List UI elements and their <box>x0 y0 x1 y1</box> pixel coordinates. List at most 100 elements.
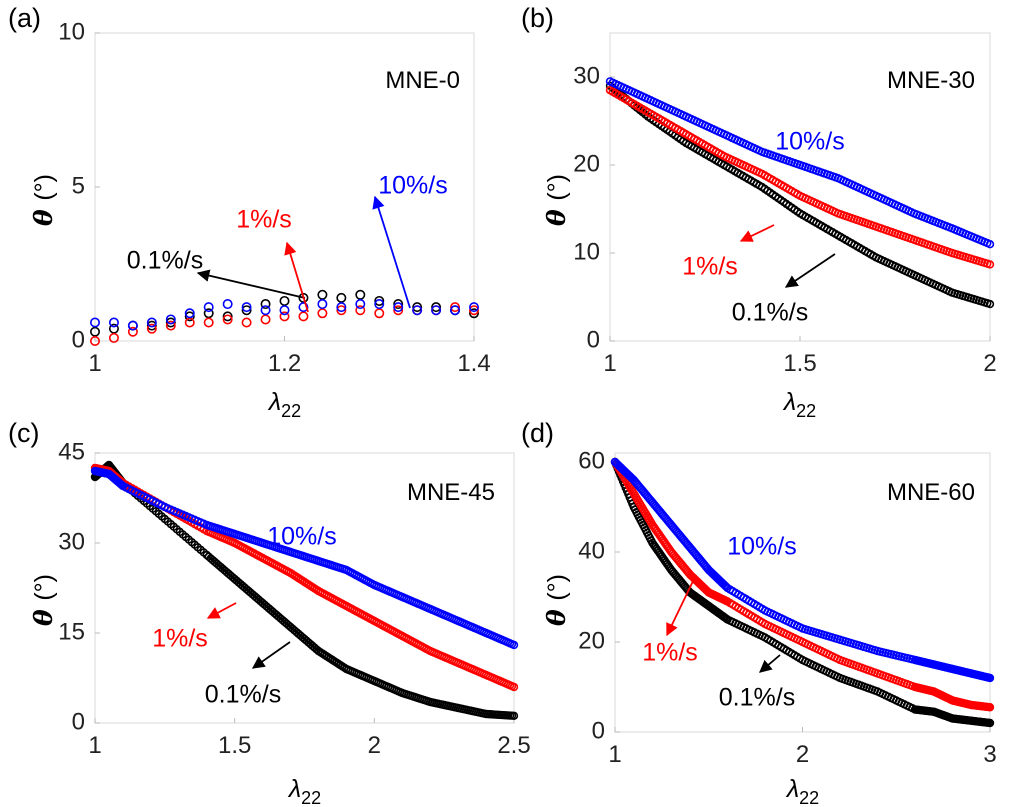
data-point <box>317 299 328 310</box>
y-axis-label: θ (°) <box>542 174 571 226</box>
y-tick-label: 0 <box>72 326 85 353</box>
panel-a: (a) 1 1.2 1.4 0 5 10 λ22 θ (°) MNE-0 0.1%/s 1%/s 10%… <box>8 3 491 421</box>
data-point <box>393 299 404 310</box>
data-point <box>184 308 195 319</box>
series <box>605 77 995 249</box>
series <box>90 299 479 331</box>
data-point <box>985 240 995 249</box>
data-point <box>184 317 195 328</box>
annotation-arrow <box>759 654 781 673</box>
annotation-arrow <box>739 224 775 242</box>
data-point <box>374 295 385 306</box>
data-point <box>260 314 271 325</box>
data-point <box>146 317 157 328</box>
panel-label: (d) <box>521 418 554 448</box>
annotation-label: 10%/s <box>775 128 844 156</box>
y-axis-label: θ (°) <box>29 174 58 226</box>
x-tick-label: 3 <box>983 741 996 768</box>
data-point <box>450 305 461 316</box>
data-point <box>355 305 366 316</box>
y-tick-label: 45 <box>58 438 85 465</box>
x-tick-label: 2 <box>796 741 809 768</box>
data-point <box>279 305 290 316</box>
y-tick-label: 0 <box>587 326 600 353</box>
data-point <box>336 302 347 313</box>
data-point <box>241 302 252 313</box>
x-tick-label: 1 <box>88 350 101 377</box>
panel-title: MNE-60 <box>887 479 975 506</box>
y-tick-label: 30 <box>58 528 85 555</box>
data-point <box>468 302 479 313</box>
annotation-label: 10%/s <box>727 533 796 561</box>
annotation-arrow <box>784 253 836 288</box>
data-point <box>317 289 328 300</box>
data-point <box>108 332 119 343</box>
data-point <box>298 302 309 313</box>
data-point <box>355 289 366 300</box>
data-point <box>431 305 442 316</box>
x-axis-label: λ22 <box>785 775 819 807</box>
data-point <box>90 317 101 328</box>
data-point <box>127 320 138 331</box>
y-tick-label: 0 <box>592 717 605 744</box>
series <box>610 457 995 683</box>
x-tick-label: 2 <box>368 732 381 759</box>
x-axis-label: λ22 <box>267 388 301 421</box>
data-point <box>374 308 385 319</box>
data-point <box>468 308 479 319</box>
data-point <box>241 317 252 328</box>
panel-d: (d) 1 2 3 0 20 40 60 λ22 θ (°) MNE-60 10%/s 1%/s 0.1%… <box>521 418 997 807</box>
data-point <box>279 311 290 322</box>
data-point <box>203 317 214 328</box>
data-point <box>509 682 519 692</box>
data-point <box>317 308 328 319</box>
data-point <box>985 299 995 309</box>
panel-title: MNE-0 <box>385 67 460 94</box>
data-point <box>509 711 519 720</box>
annotation-arrow <box>251 641 291 669</box>
annotation-arrow <box>196 269 306 299</box>
data-point <box>412 305 423 316</box>
annotation-label: 10%/s <box>267 523 336 551</box>
y-tick-label: 40 <box>578 537 605 564</box>
data-point <box>203 302 214 313</box>
data-point <box>165 317 176 328</box>
data-point <box>260 299 271 310</box>
annotation-label: 10%/s <box>378 172 447 200</box>
panel-label: (c) <box>8 418 39 448</box>
data-point <box>985 703 995 712</box>
y-tick-label: 20 <box>573 150 600 177</box>
x-tick-label: 1.4 <box>457 350 490 377</box>
data-point <box>165 314 176 325</box>
data-point <box>412 302 423 313</box>
y-tick-label: 60 <box>578 447 605 474</box>
data-point <box>222 311 233 322</box>
data-point <box>108 317 119 328</box>
data-point <box>203 308 214 319</box>
panel-c: (c) 1 1.5 2 2.5 0 15 30 45 λ22 θ (°) MNE-45 10%/s 1%/… <box>8 418 531 807</box>
data-point <box>374 299 385 310</box>
y-tick-label: 30 <box>573 62 600 89</box>
data-point <box>468 305 479 316</box>
x-tick-label: 1 <box>88 732 101 759</box>
data-point <box>146 323 157 334</box>
annotation-label: 1%/s <box>152 625 208 653</box>
y-tick-label: 10 <box>58 18 85 45</box>
data-point <box>298 311 309 322</box>
y-tick-label: 0 <box>72 708 85 735</box>
data-point <box>985 673 995 683</box>
data-point <box>146 320 157 331</box>
data-point <box>222 314 233 325</box>
x-axis-label: λ22 <box>782 388 816 421</box>
data-point <box>222 299 233 310</box>
data-point <box>108 323 119 334</box>
data-point <box>450 302 461 313</box>
x-tick-label: 2.5 <box>497 732 530 759</box>
annotation-arrow <box>206 602 237 619</box>
y-tick-label: 10 <box>573 238 600 265</box>
x-tick-label: 1 <box>608 741 621 768</box>
panel-label: (a) <box>8 3 41 33</box>
data-point <box>985 718 995 728</box>
